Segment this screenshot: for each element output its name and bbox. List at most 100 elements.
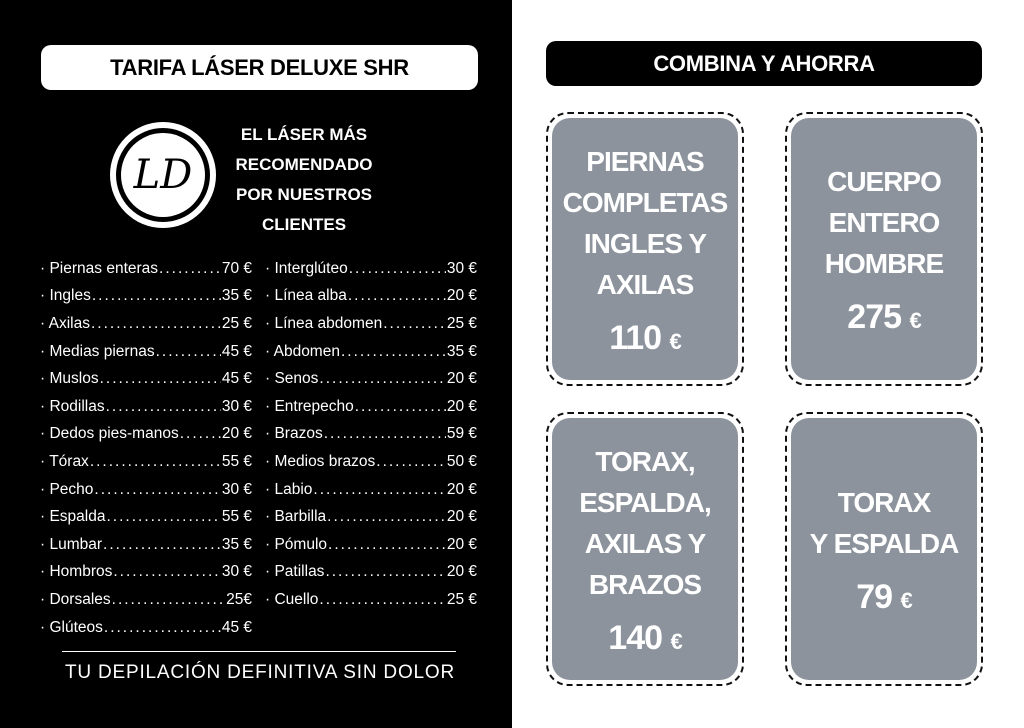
item-name: · Patillas <box>265 563 325 581</box>
dot-leader <box>341 343 446 361</box>
price-item: · Axilas 25 € <box>40 310 252 338</box>
item-name: · Hombros <box>40 563 113 581</box>
item-price: 20 € <box>446 563 477 581</box>
tagline-line: CLIENTES <box>261 215 347 234</box>
dot-leader <box>319 370 445 388</box>
item-price: 20 € <box>446 480 477 498</box>
item-name: · Dedos pies-manos <box>40 425 179 443</box>
price-item: · Tórax 55 € <box>40 448 252 476</box>
item-price: 45 € <box>221 370 252 388</box>
dot-leader <box>100 370 221 388</box>
price-list-panel: TARIFA LÁSER DELUXE SHR LD EL LÁSER MÁS … <box>0 0 512 728</box>
price-column-1: · Piernas enteras 70 € · Ingles 35 € · Axila… <box>40 255 252 641</box>
item-price: 30 € <box>221 563 252 581</box>
price-item: · Pómulo 20 € <box>265 531 477 559</box>
combo-title: COMBINA Y AHORRA <box>546 41 982 86</box>
item-name: · Glúteos <box>40 618 103 636</box>
dot-leader <box>383 315 446 333</box>
price-item: · Barbilla 20 € <box>265 503 477 531</box>
item-name: · Muslos <box>40 370 99 388</box>
item-price: 55 € <box>221 508 252 526</box>
item-name: · Medias piernas <box>40 342 155 360</box>
dot-leader <box>156 343 221 361</box>
item-name: · Línea abdomen <box>265 314 383 332</box>
item-price: 35 € <box>446 342 477 360</box>
dot-leader <box>327 508 446 526</box>
price-column-2: · Interglúteo30 €· Línea alba20 €· Línea… <box>265 255 477 614</box>
combo-card: CUERPO ENTERO HOMBRE 275 € <box>785 112 983 386</box>
price-item: · Medias piernas 45 € <box>40 338 252 366</box>
dot-leader <box>104 619 221 637</box>
item-name: · Interglúteo <box>265 259 348 277</box>
item-name: · Axilas <box>40 314 90 332</box>
dot-leader <box>324 425 446 443</box>
combo-name-line: COMPLETAS <box>562 186 729 218</box>
item-price: 35 € <box>221 287 252 305</box>
price-item: · Abdomen 35 € <box>265 338 477 366</box>
dot-leader <box>349 260 446 278</box>
combo-name-line: ESPALDA, <box>579 486 711 518</box>
price-item: · Cuello 25 € <box>265 586 477 614</box>
item-name: · Abdomen <box>265 342 340 360</box>
item-price: 45 € <box>221 342 252 360</box>
item-price: 20 € <box>446 287 477 305</box>
dot-leader <box>112 591 225 609</box>
dot-leader <box>328 536 446 554</box>
dot-leader <box>159 260 221 278</box>
combo-card: PIERNAS COMPLETAS INGLES Y AXILAS 110 € <box>546 112 744 386</box>
item-price: 20 € <box>446 508 477 526</box>
combo-name-line: BRAZOS <box>588 568 702 600</box>
combo-name-line: AXILAS <box>596 268 695 300</box>
price-item: · Hombros 30 € <box>40 559 252 587</box>
combo-name-line: CUERPO <box>827 166 942 197</box>
item-name: · Lumbar <box>40 535 103 553</box>
dot-leader <box>113 563 220 581</box>
item-name: · Ingles <box>40 287 91 305</box>
price-value: 110 <box>609 318 662 357</box>
dot-leader <box>91 315 221 333</box>
item-name: · Pómulo <box>265 535 328 553</box>
currency: € <box>909 308 921 333</box>
item-name: · Espalda <box>40 508 106 526</box>
combo-card: TORAX Y ESPALDA 79 € <box>785 412 983 686</box>
tagline: EL LÁSER MÁS RECOMENDADO POR NUESTROS CL… <box>214 120 394 240</box>
divider <box>62 651 456 652</box>
price-item: · Línea abdomen 25 € <box>265 310 477 338</box>
item-name: · Barbilla <box>265 508 327 526</box>
combo-name-line: PIERNAS <box>586 145 704 177</box>
item-price: 25 € <box>446 314 477 332</box>
combo-price: 140 € <box>608 618 682 658</box>
price-item: · Pecho 30 € <box>40 476 252 504</box>
price-item: · Medios brazos 50 € <box>265 448 477 476</box>
item-name: · Cuello <box>265 590 319 608</box>
item-price: 25€ <box>226 590 252 608</box>
item-price: 45 € <box>221 618 252 636</box>
price-item: · Brazos 59 € <box>265 421 477 449</box>
currency: € <box>670 628 682 654</box>
item-name: · Senos <box>265 370 319 388</box>
dot-leader <box>348 287 446 305</box>
item-price: 70 € <box>221 259 252 277</box>
price-item: · Dedos pies-manos 20 € <box>40 421 252 449</box>
item-name: · Tórax <box>40 452 89 470</box>
tagline-line: RECOMENDADO <box>235 155 373 174</box>
combo-price: 275 € <box>847 298 921 337</box>
combo-panel: COMBINA Y AHORRA PIERNAS COMPLETAS INGLES … <box>512 0 1024 728</box>
dot-leader <box>103 536 221 554</box>
item-price: 20 € <box>446 370 477 388</box>
tagline-line: POR NUESTROS <box>235 185 373 204</box>
price-value: 140 <box>608 618 663 657</box>
price-item: · Senos 20 € <box>265 365 477 393</box>
logo: LD <box>110 122 216 228</box>
dot-leader <box>355 398 446 416</box>
item-price: 59 € <box>446 425 477 443</box>
item-price: 50 € <box>446 452 477 470</box>
item-name: · Medios brazos <box>265 452 376 470</box>
item-name: · Piernas enteras <box>40 259 159 277</box>
combo-name-line: TORAX, <box>595 445 695 477</box>
dot-leader <box>106 398 221 416</box>
dot-leader <box>376 453 446 471</box>
item-price: 25 € <box>221 314 252 332</box>
item-name: · Línea alba <box>265 287 347 305</box>
combo-name-line: Y ESPALDA <box>809 527 960 559</box>
